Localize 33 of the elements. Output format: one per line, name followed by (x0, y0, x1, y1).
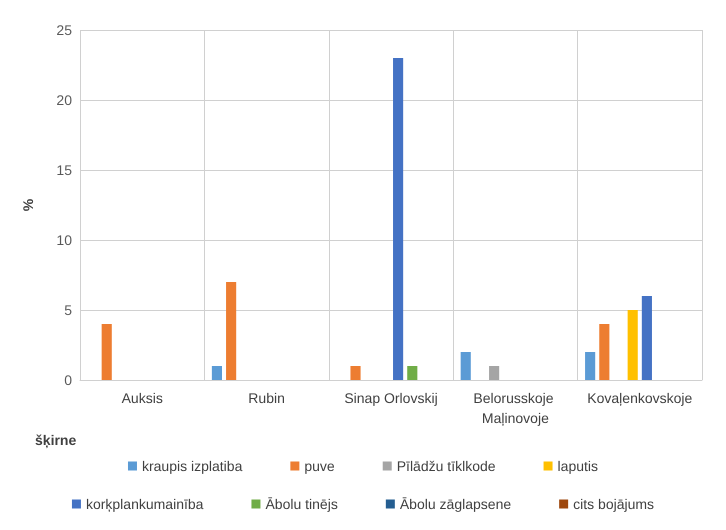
x-tick-label: Belorusskoje Maļinovoje (473, 390, 558, 426)
legend-label: Pīlādžu tīklkode (396, 458, 496, 474)
bar (212, 366, 222, 380)
legend-label: cits bojājums (573, 496, 654, 512)
y-tick-label: 10 (56, 232, 72, 248)
bar (460, 352, 471, 380)
y-tick-label: 15 (56, 162, 72, 178)
bar (489, 366, 500, 380)
x-tick-label: Rubin (248, 390, 285, 406)
legend-label: kraupis izplatiba (142, 458, 243, 474)
bar (407, 366, 418, 380)
legend-label: Ābolu tinējs (265, 496, 338, 512)
legend-label: Ābolu zāglapsene (400, 496, 512, 512)
x-tick-label: Kovaļenkovskoje (587, 390, 693, 406)
bar (393, 58, 404, 380)
y-tick-label: 25 (56, 22, 72, 38)
bar (628, 310, 638, 380)
y-tick-label: 20 (56, 92, 72, 108)
bar (599, 324, 610, 380)
bar (102, 324, 112, 380)
x-tick-label: Auksis (122, 390, 163, 406)
bar (226, 282, 236, 380)
legend-label: korķplankumainība (86, 496, 204, 512)
y-axis-title: % (20, 198, 36, 212)
legend-label: laputis (558, 458, 598, 474)
y-tick-label: 5 (64, 302, 72, 318)
x-tick-label: Sinap Orlovskij (344, 390, 438, 406)
bar (585, 352, 596, 380)
x-axis-title: šķirne (35, 432, 76, 449)
legend-label: puve (304, 458, 335, 474)
bar (642, 296, 652, 380)
y-tick-label: 0 (64, 372, 72, 388)
bar (350, 366, 361, 380)
